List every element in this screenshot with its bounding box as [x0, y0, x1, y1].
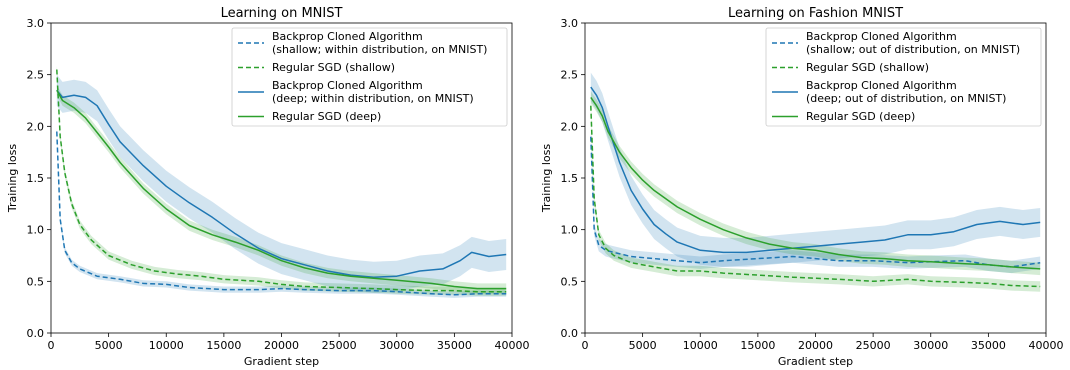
x-tick-label: 30000: [913, 339, 948, 352]
legend-label-2: Regular SGD (shallow): [272, 61, 395, 74]
x-tick-label: 15000: [740, 339, 775, 352]
series-line-2: [56, 69, 507, 293]
x-tick-label: 25000: [856, 339, 891, 352]
y-tick-label: 1.5: [27, 172, 45, 185]
x-tick-label: 0: [48, 339, 55, 352]
legend-label-4: Regular SGD (deep): [806, 110, 915, 123]
x-tick-label: 0: [582, 339, 589, 352]
x-axis-label: Gradient step: [778, 355, 853, 368]
series-line-1: [56, 131, 507, 296]
x-tick-label: 25000: [322, 339, 357, 352]
y-tick-label: 0.5: [561, 275, 579, 288]
y-tick-label: 1.0: [27, 224, 45, 237]
series-band-4: [56, 85, 507, 294]
y-tick-label: 3.0: [561, 17, 579, 30]
legend: Backprop Cloned Algorithm (shallow; out o…: [765, 27, 1042, 127]
legend: Backprop Cloned Algorithm (shallow; withi…: [231, 27, 508, 127]
y-tick-label: 1.0: [561, 224, 579, 237]
x-tick-label: 40000: [495, 339, 530, 352]
y-tick-label: 3.0: [27, 17, 45, 30]
series-line-2: [590, 105, 1041, 288]
x-tick-label: 15000: [206, 339, 241, 352]
y-axis-label: Training loss: [6, 144, 19, 213]
series-band-3: [56, 74, 507, 293]
y-tick-label: 0.0: [561, 327, 579, 340]
legend-label-1: Backprop Cloned Algorithm (shallow; out o…: [806, 30, 1020, 56]
x-tick-label: 35000: [971, 339, 1006, 352]
series-band-1: [590, 130, 1041, 274]
chart-title: Learning on Fashion MNIST: [728, 6, 903, 21]
chart-panel-1: 0 5000 10000 15000 20000 25000 30000 35000 40000…: [6, 6, 530, 368]
legend-box: [765, 27, 1042, 127]
x-tick-label: 30000: [379, 339, 414, 352]
y-tick-label: 0.0: [27, 327, 45, 340]
y-tick-label: 2.5: [27, 69, 45, 82]
x-tick-label: 5000: [629, 339, 657, 352]
y-tick-label: 2.0: [27, 120, 45, 133]
x-axis-label: Gradient step: [244, 355, 319, 368]
legend-label-1: Backprop Cloned Algorithm (shallow; withi…: [272, 30, 487, 56]
x-tick-label: 40000: [1029, 339, 1064, 352]
x-tick-label: 20000: [264, 339, 299, 352]
series-line-3: [590, 86, 1041, 254]
series-line-4: [56, 89, 507, 290]
y-tick-label: 2.0: [561, 120, 579, 133]
x-tick-label: 10000: [149, 339, 184, 352]
y-tick-label: 0.5: [27, 275, 45, 288]
x-tick-label: 35000: [437, 339, 472, 352]
chart-title: Learning on MNIST: [221, 6, 343, 21]
x-tick-label: 20000: [798, 339, 833, 352]
chart-panel-2: 0 5000 10000 15000 20000 25000 30000 35000 40000…: [540, 6, 1064, 368]
legend-label-2: Regular SGD (shallow): [806, 61, 929, 74]
legend-label-3: Backprop Cloned Algorithm (deep; within d…: [272, 79, 474, 105]
y-tick-label: 1.5: [561, 172, 579, 185]
legend-label-3: Backprop Cloned Algorithm (deep; out of d…: [806, 79, 1006, 105]
x-tick-label: 5000: [95, 339, 123, 352]
legend-box: [231, 27, 508, 127]
y-axis-label: Training loss: [540, 144, 553, 213]
y-tick-label: 2.5: [561, 69, 579, 82]
x-tick-label: 10000: [683, 339, 718, 352]
series-line-3: [56, 89, 507, 278]
legend-label-4: Regular SGD (deep): [272, 110, 381, 123]
series-line-4: [590, 96, 1041, 270]
